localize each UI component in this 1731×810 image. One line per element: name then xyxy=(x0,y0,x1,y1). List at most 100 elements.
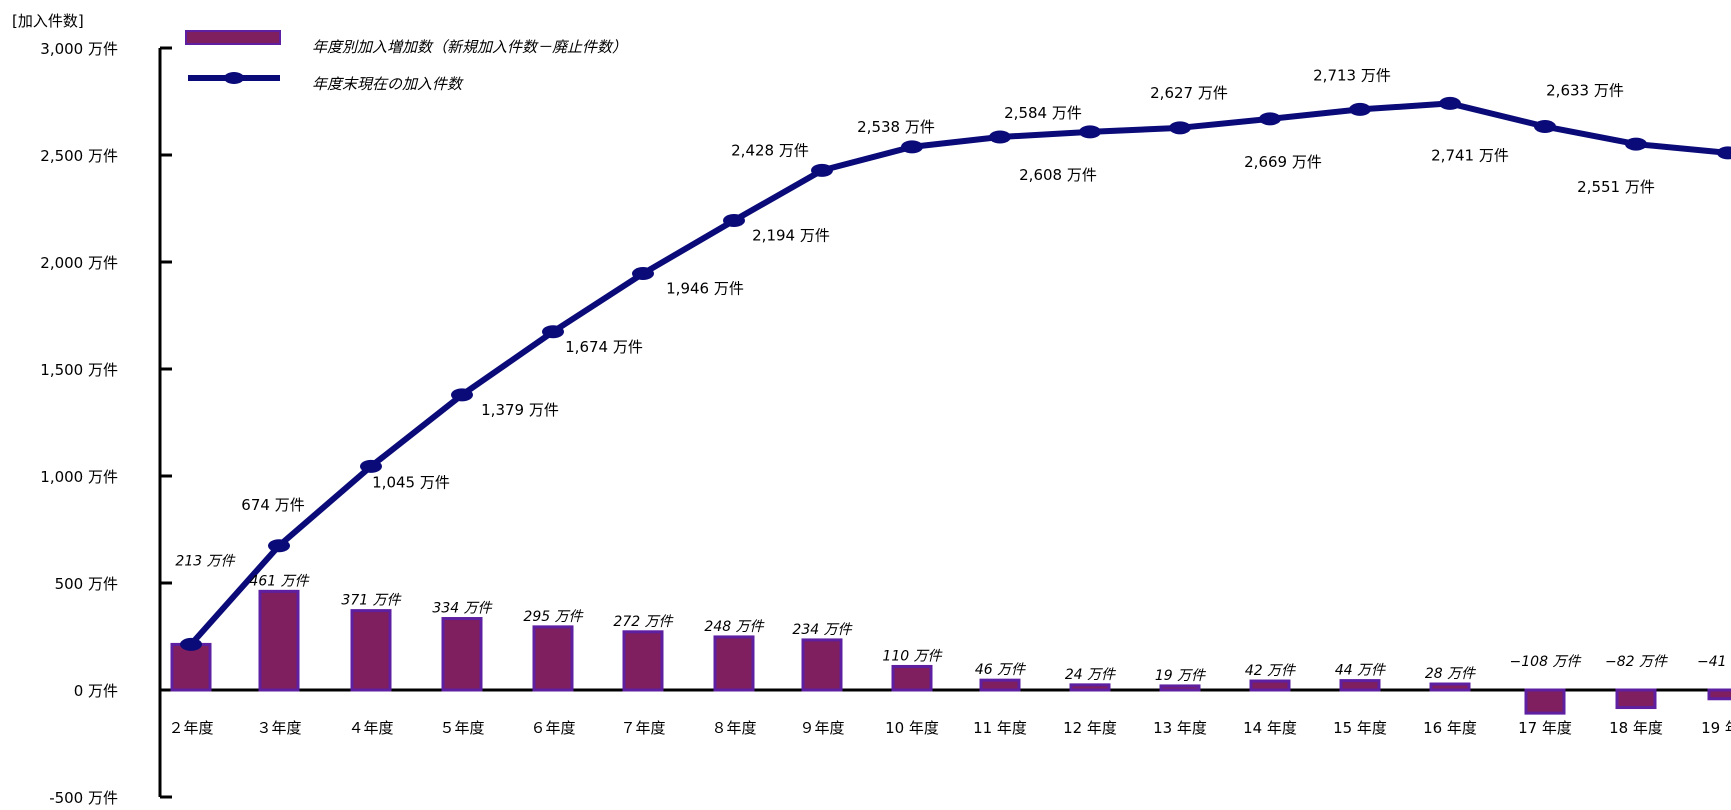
legend: 年度別加入増加数（新規加入件数－廃止件数） 年度末現在の加入件数 xyxy=(185,30,627,93)
x-category-label: 19 年度 xyxy=(1701,719,1731,737)
line-data-label: 1,946 万件 xyxy=(666,280,744,298)
line-data-label: 1,045 万件 xyxy=(372,473,450,491)
bar xyxy=(1069,683,1111,692)
bar-series xyxy=(170,589,1731,715)
legend-label-bar: 年度別加入増加数（新規加入件数－廃止件数） xyxy=(312,38,627,56)
line-data-label: 2,713 万件 xyxy=(1313,66,1391,84)
line-point xyxy=(632,267,654,281)
bar-data-label: 213 万件 xyxy=(175,553,235,569)
line-point xyxy=(811,163,833,177)
legend-label-line: 年度末現在の加入件数 xyxy=(312,75,464,93)
legend-swatch-marker xyxy=(224,72,244,84)
line-data-label: 674 万件 xyxy=(241,496,304,514)
y-tick-label: 0 万件 xyxy=(74,682,118,700)
line-point xyxy=(360,459,382,473)
line-point xyxy=(1439,96,1461,110)
bar xyxy=(1159,684,1201,692)
bar xyxy=(1339,679,1381,692)
bar-data-label: 110 万件 xyxy=(882,648,942,664)
y-tick-label: 2,500 万件 xyxy=(40,147,118,165)
bar-data-label: 334 万件 xyxy=(432,601,492,617)
data-labels: 674 万件 1,045 万件 1,379 万件 1,674 万件 1,946 万件 2,… xyxy=(175,66,1731,684)
line-point xyxy=(1717,146,1731,160)
line-data-label: 1,379 万件 xyxy=(481,401,559,419)
x-category-label: 18 年度 xyxy=(1609,719,1663,737)
line-data-label: 2,194 万件 xyxy=(752,226,830,244)
bar-data-label: 44 万件 xyxy=(1335,663,1386,679)
x-category-label: ４年度 xyxy=(348,719,393,737)
line-point xyxy=(1625,137,1647,151)
line-point xyxy=(1349,102,1371,116)
x-category-label: 15 年度 xyxy=(1333,719,1387,737)
y-tick-label: 1,500 万件 xyxy=(40,361,118,379)
bar-data-label: 28 万件 xyxy=(1425,666,1476,682)
x-category-label: ９年度 xyxy=(799,719,844,737)
bar-data-label: −41 万件 xyxy=(1697,654,1731,670)
bar xyxy=(801,638,843,692)
x-category-label: 13 年度 xyxy=(1153,719,1207,737)
line-data-label: 2,669 万件 xyxy=(1244,153,1322,171)
bar-data-label: 46 万件 xyxy=(975,662,1026,678)
bar-data-label: −108 万件 xyxy=(1510,654,1582,670)
x-category-label: ５年度 xyxy=(439,719,484,737)
line-point xyxy=(901,140,923,154)
line-data-label: 2,608 万件 xyxy=(1019,166,1097,184)
bar-data-label: 248 万件 xyxy=(704,619,764,635)
bar-data-label: 42 万件 xyxy=(1245,663,1296,679)
bar xyxy=(170,642,212,692)
bar xyxy=(258,589,300,692)
y-unit-label: [加入件数] xyxy=(12,12,84,30)
bar-data-label: 234 万件 xyxy=(792,622,852,638)
bar-data-label: 24 万件 xyxy=(1065,667,1116,683)
line-point xyxy=(1079,125,1101,139)
y-tick-label: -500 万件 xyxy=(49,789,118,807)
line-data-label: 2,584 万件 xyxy=(1004,104,1082,122)
line-data-label: 2,538 万件 xyxy=(857,118,935,136)
x-category-label: ７年度 xyxy=(620,719,665,737)
x-category-label: ３年度 xyxy=(256,719,301,737)
bar-data-label: 272 万件 xyxy=(613,614,673,630)
line-point xyxy=(989,130,1011,144)
line-point xyxy=(451,388,473,402)
y-tick-label: 2,000 万件 xyxy=(40,254,118,272)
line-series xyxy=(180,96,1731,651)
bar-data-label: 461 万件 xyxy=(249,573,309,589)
bar xyxy=(350,609,392,692)
line-data-label: 2,551 万件 xyxy=(1577,178,1655,196)
line-point xyxy=(1169,121,1191,135)
line-data-label: 2,627 万件 xyxy=(1150,84,1228,102)
y-tick-label: 3,000 万件 xyxy=(40,40,118,58)
x-category-label: 16 年度 xyxy=(1423,719,1477,737)
bar xyxy=(1524,688,1566,715)
bar-data-label: 19 万件 xyxy=(1155,668,1206,684)
x-category-label: 17 年度 xyxy=(1518,719,1572,737)
line-point xyxy=(1259,112,1281,126)
line-data-label: 2,741 万件 xyxy=(1431,146,1509,164)
y-tick-label: 500 万件 xyxy=(55,575,118,593)
bar xyxy=(713,635,755,692)
bar xyxy=(532,625,574,692)
line-data-label: 2,428 万件 xyxy=(731,141,809,159)
line-point xyxy=(542,325,564,339)
bar xyxy=(1249,679,1291,692)
line-point xyxy=(180,637,202,651)
line-point xyxy=(1534,120,1556,134)
line-point xyxy=(723,213,745,227)
line-data-label: 1,674 万件 xyxy=(565,338,643,356)
x-category-label: 11 年度 xyxy=(973,719,1027,737)
x-category-label: 14 年度 xyxy=(1243,719,1297,737)
bar xyxy=(979,678,1021,692)
line-path xyxy=(188,100,1729,647)
x-category-label: 12 年度 xyxy=(1063,719,1117,737)
bar xyxy=(1615,688,1657,710)
bar-data-label: 295 万件 xyxy=(523,609,583,625)
bar xyxy=(441,617,483,692)
line-point xyxy=(268,539,290,553)
x-category-label: ６年度 xyxy=(530,719,575,737)
bar xyxy=(622,630,664,692)
bar xyxy=(1707,688,1731,701)
y-tick-label: 1,000 万件 xyxy=(40,468,118,486)
bar-data-label: 371 万件 xyxy=(341,593,401,609)
